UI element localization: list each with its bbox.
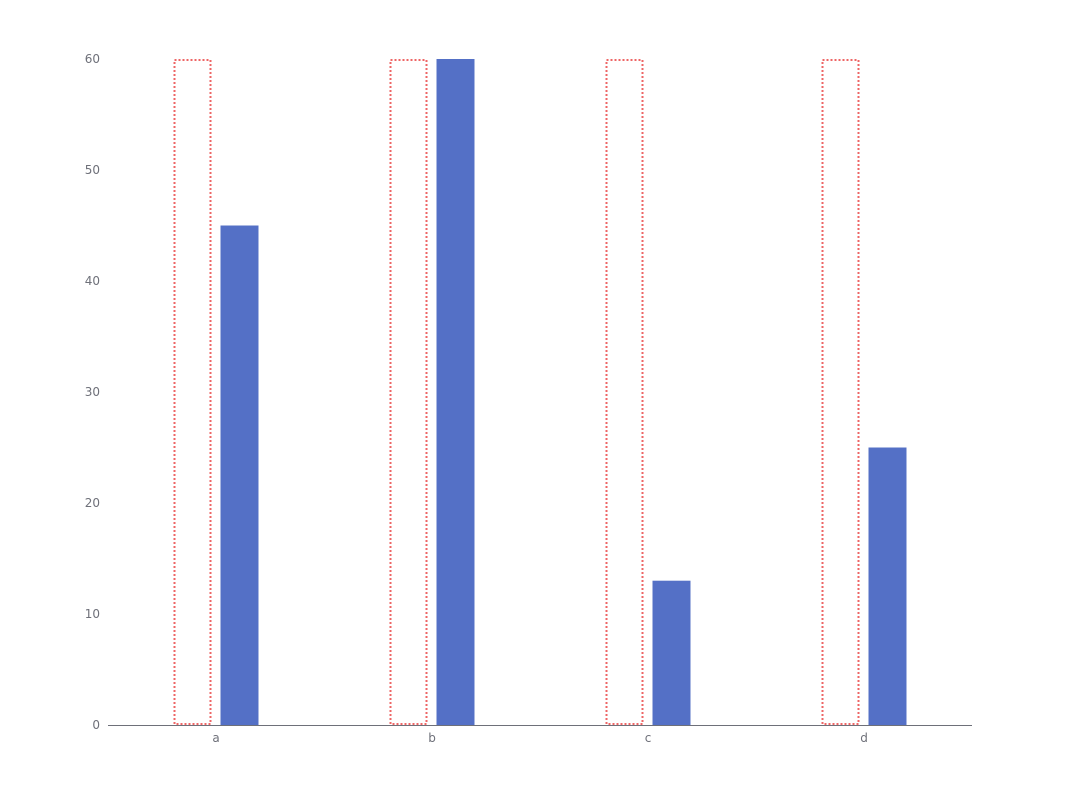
y-tick-label: 40 [85,274,100,288]
x-tick-label: c [645,731,652,745]
y-tick-label: 20 [85,496,100,510]
x-tick-label: a [212,731,219,745]
y-tick-label: 0 [92,718,100,732]
x-axis: a b c d [108,725,972,745]
y-tick-label: 10 [85,607,100,621]
x-tick-label: d [860,731,868,745]
y-axis: 0 10 20 30 40 50 60 [85,52,100,732]
x-tick-label: b [428,731,436,745]
outline-bar-d[interactable] [821,59,860,725]
y-tick-label: 50 [85,163,100,177]
value-bar-c[interactable] [652,580,691,725]
value-bar-a[interactable] [220,225,259,726]
bar-series [173,59,907,726]
outline-bar-b[interactable] [389,59,428,725]
outline-bar-a[interactable] [173,59,212,725]
value-bar-d[interactable] [868,447,907,726]
y-tick-label: 30 [85,385,100,399]
y-tick-label: 60 [85,52,100,66]
outline-bar-c[interactable] [605,59,644,725]
value-bar-b[interactable] [436,59,475,725]
